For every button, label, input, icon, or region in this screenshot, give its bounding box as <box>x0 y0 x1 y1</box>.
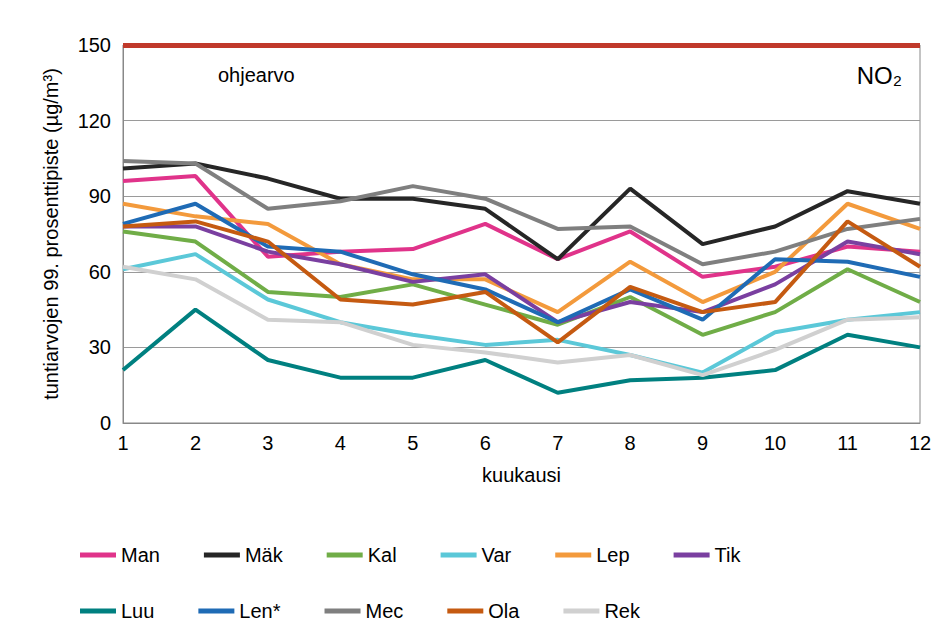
svg-text:tuntiarvojen 99. prosenttipist: tuntiarvojen 99. prosenttipiste (µg/m³) <box>40 68 62 400</box>
svg-text:Mäk: Mäk <box>245 544 284 566</box>
svg-text:2: 2 <box>190 432 201 454</box>
svg-text:Tik: Tik <box>715 544 742 566</box>
svg-text:1: 1 <box>117 432 128 454</box>
svg-text:3: 3 <box>262 432 273 454</box>
svg-text:6: 6 <box>480 432 491 454</box>
svg-text:Mec: Mec <box>366 600 404 622</box>
svg-text:7: 7 <box>552 432 563 454</box>
svg-text:kuukausi: kuukausi <box>482 464 561 486</box>
svg-text:Var: Var <box>482 544 512 566</box>
svg-text:30: 30 <box>89 336 111 358</box>
svg-text:11: 11 <box>837 432 858 454</box>
svg-text:5: 5 <box>407 432 418 454</box>
svg-text:12: 12 <box>909 432 931 454</box>
svg-text:10: 10 <box>764 432 786 454</box>
svg-text:0: 0 <box>100 412 111 434</box>
svg-text:Luu: Luu <box>121 600 154 622</box>
svg-text:8: 8 <box>625 432 636 454</box>
svg-text:60: 60 <box>89 261 111 283</box>
svg-text:90: 90 <box>89 185 111 207</box>
svg-text:Ola: Ola <box>488 600 520 622</box>
svg-text:Rek: Rek <box>604 600 641 622</box>
svg-text:Lep: Lep <box>596 544 629 566</box>
svg-text:Kal: Kal <box>368 544 397 566</box>
svg-text:150: 150 <box>78 34 111 56</box>
svg-text:120: 120 <box>78 110 111 132</box>
svg-text:Man: Man <box>121 544 160 566</box>
svg-text:4: 4 <box>335 432 346 454</box>
svg-text:9: 9 <box>697 432 708 454</box>
svg-text:NO₂: NO₂ <box>857 62 902 89</box>
svg-text:Len*: Len* <box>239 600 280 622</box>
svg-text:ohjearvo: ohjearvo <box>218 64 295 86</box>
